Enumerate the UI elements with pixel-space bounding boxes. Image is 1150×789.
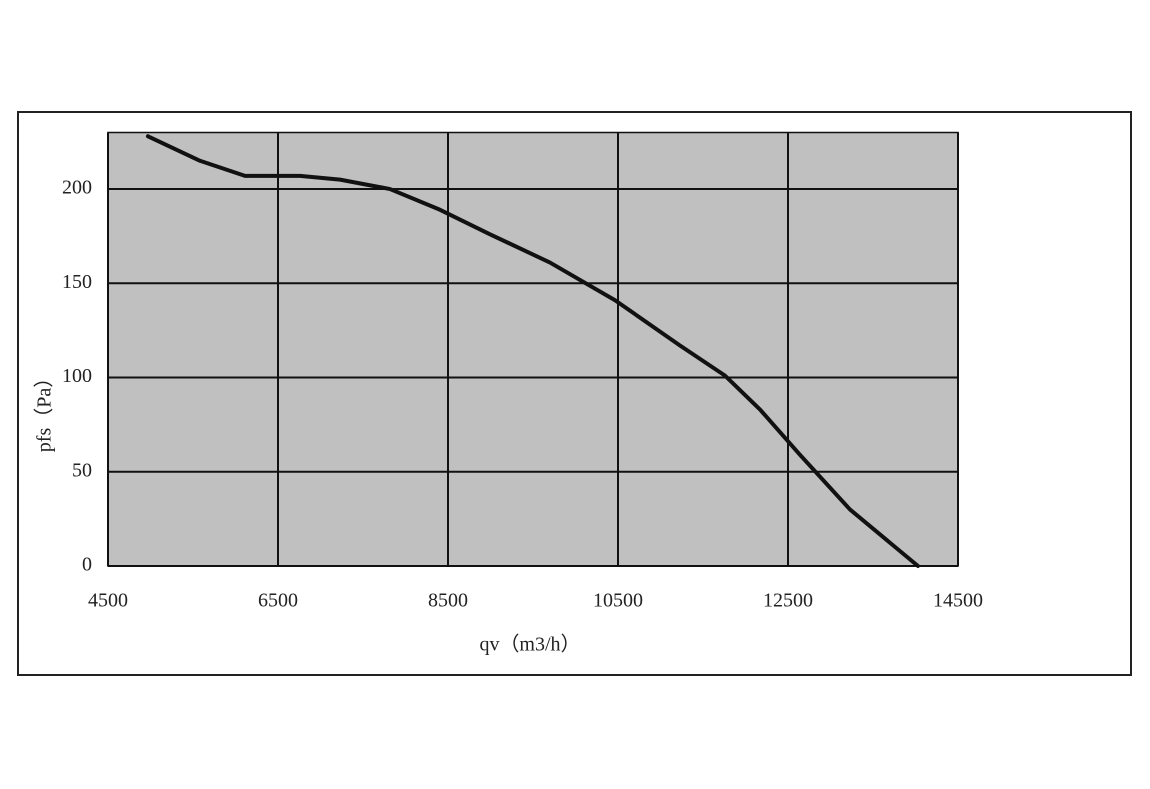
y-tick-label: 200	[62, 177, 92, 199]
line-series	[145, 134, 920, 568]
y-tick-label: 100	[62, 365, 92, 387]
y-tick-label: 50	[72, 459, 92, 481]
x-tick-label: 4500	[88, 590, 128, 612]
x-axis-label: qv（m3/h）	[479, 633, 580, 656]
x-tick-label: 14500	[933, 590, 983, 612]
x-tick-label: 10500	[593, 590, 643, 612]
x-tick-label: 8500	[428, 590, 468, 612]
y-tick-label: 150	[62, 271, 92, 293]
y-axis-label: pfs（Pa）	[33, 368, 56, 452]
x-tick-label: 12500	[763, 590, 813, 612]
plot-area	[107, 131, 959, 567]
x-tick-label: 6500	[258, 590, 298, 612]
y-tick-label: 0	[82, 554, 92, 576]
